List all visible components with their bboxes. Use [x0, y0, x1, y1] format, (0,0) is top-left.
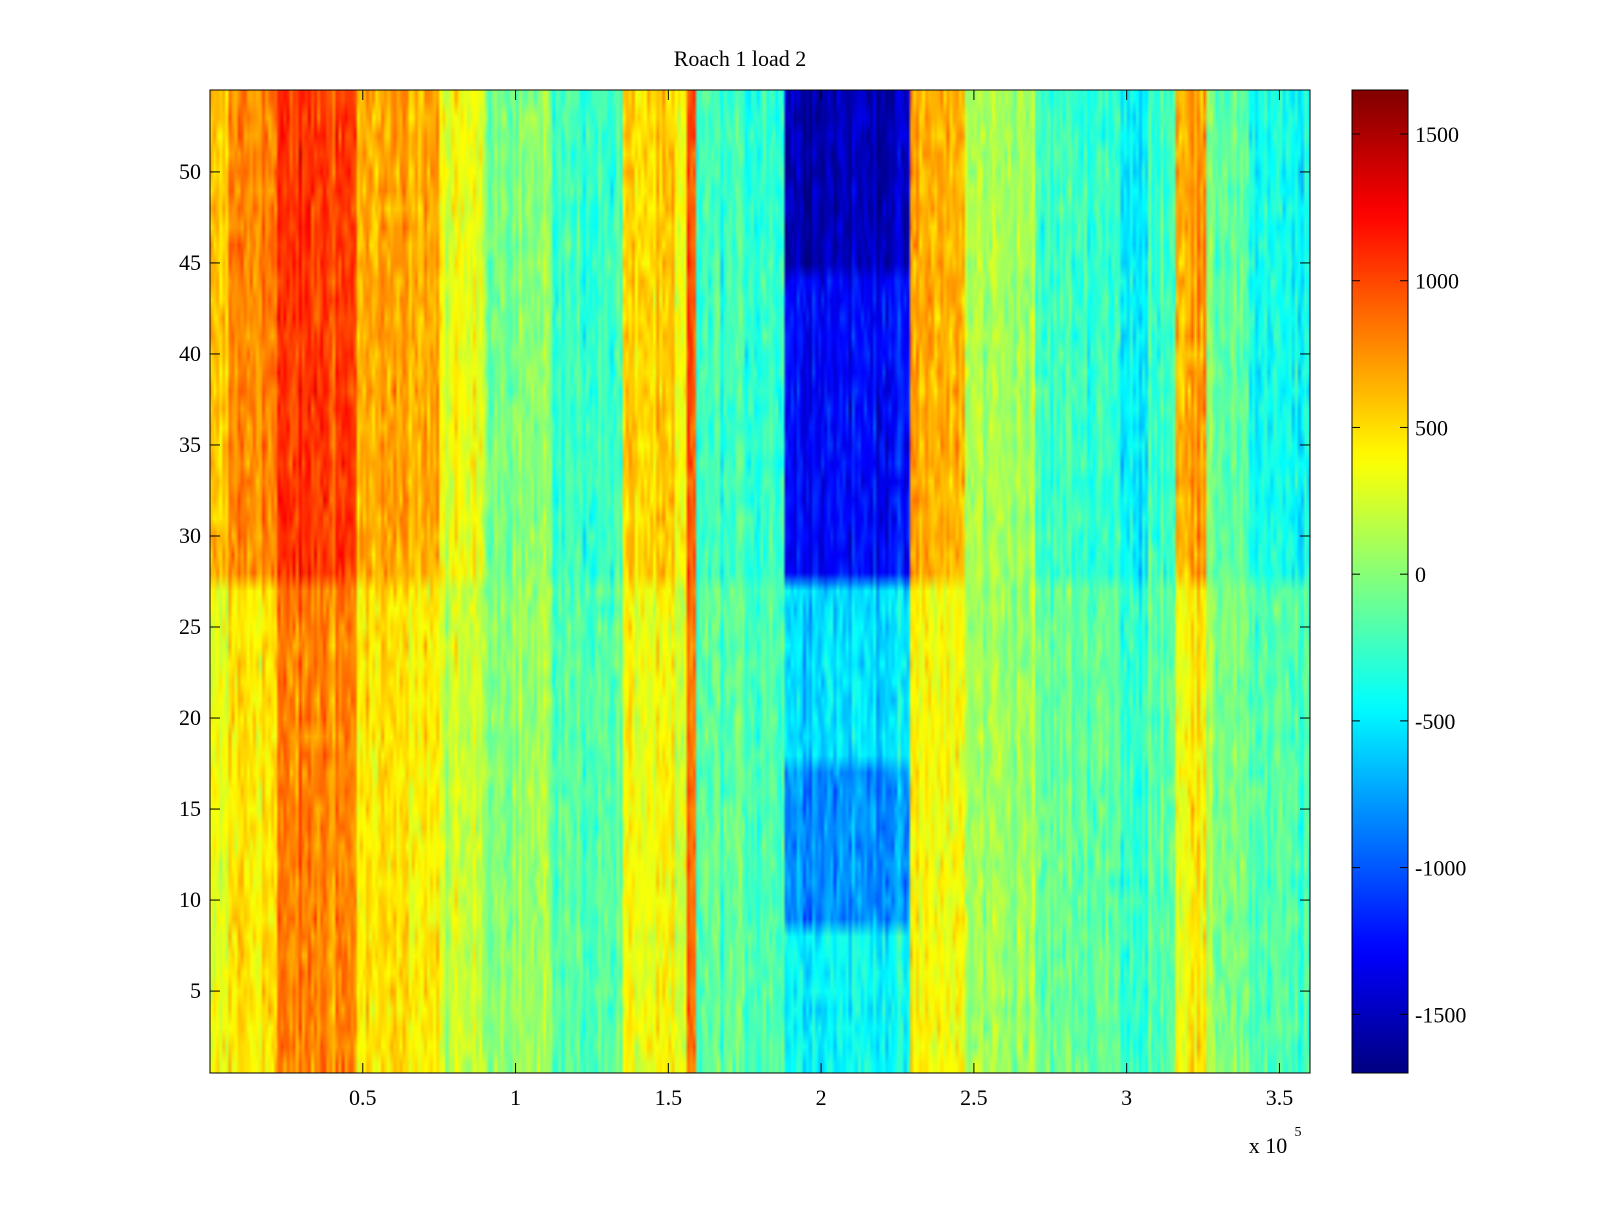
y-axis: 5 10 15 20 25 30 35 40 45 50	[179, 159, 1310, 1003]
y-tick-label: 5	[190, 978, 201, 1003]
colorbar-gradient	[1352, 90, 1408, 1073]
y-tick-label: 10	[179, 887, 201, 912]
x-exponent-base: x 10	[1249, 1133, 1288, 1158]
x-tick-label: 0.5	[349, 1085, 377, 1110]
y-tick-label: 35	[179, 432, 201, 457]
x-tick-label: 1.5	[655, 1085, 683, 1110]
x-exponent-power: 5	[1295, 1125, 1302, 1140]
colorbar-tick-label: 1000	[1415, 269, 1459, 294]
y-tick-label: 45	[179, 250, 201, 275]
y-tick-label: 40	[179, 341, 201, 366]
colorbar-frame	[1351, 89, 1409, 1074]
colorbar-axis: 1500 1000 500 0 -500 -1000 -1500	[1352, 122, 1466, 1027]
y-tick-label: 15	[179, 796, 201, 821]
colorbar-tick-label: 500	[1415, 415, 1448, 440]
y-tick-label: 25	[179, 614, 201, 639]
colorbar-tick-label: -1500	[1415, 1002, 1466, 1027]
x-tick-label: 3	[1121, 1085, 1132, 1110]
x-axis: 0.5 1 1.5 2 2.5 3 3.5	[349, 90, 1293, 1110]
x-tick-label: 2	[816, 1085, 827, 1110]
y-tick-label: 20	[179, 705, 201, 730]
chart-title: Roach 1 load 2	[674, 46, 807, 71]
colorbar-tick-label: 0	[1415, 562, 1426, 587]
x-tick-label: 1	[510, 1085, 521, 1110]
colorbar-tick-label: -1000	[1415, 856, 1466, 881]
y-tick-label: 50	[179, 159, 201, 184]
y-tick-label: 30	[179, 523, 201, 548]
colorbar-tick-label: -500	[1415, 709, 1455, 734]
x-tick-label: 3.5	[1266, 1085, 1294, 1110]
colorbar-tick-label: 1500	[1415, 122, 1459, 147]
heatmap-image	[210, 90, 1310, 1073]
plot-frame	[209, 89, 1311, 1074]
x-tick-label: 2.5	[960, 1085, 988, 1110]
